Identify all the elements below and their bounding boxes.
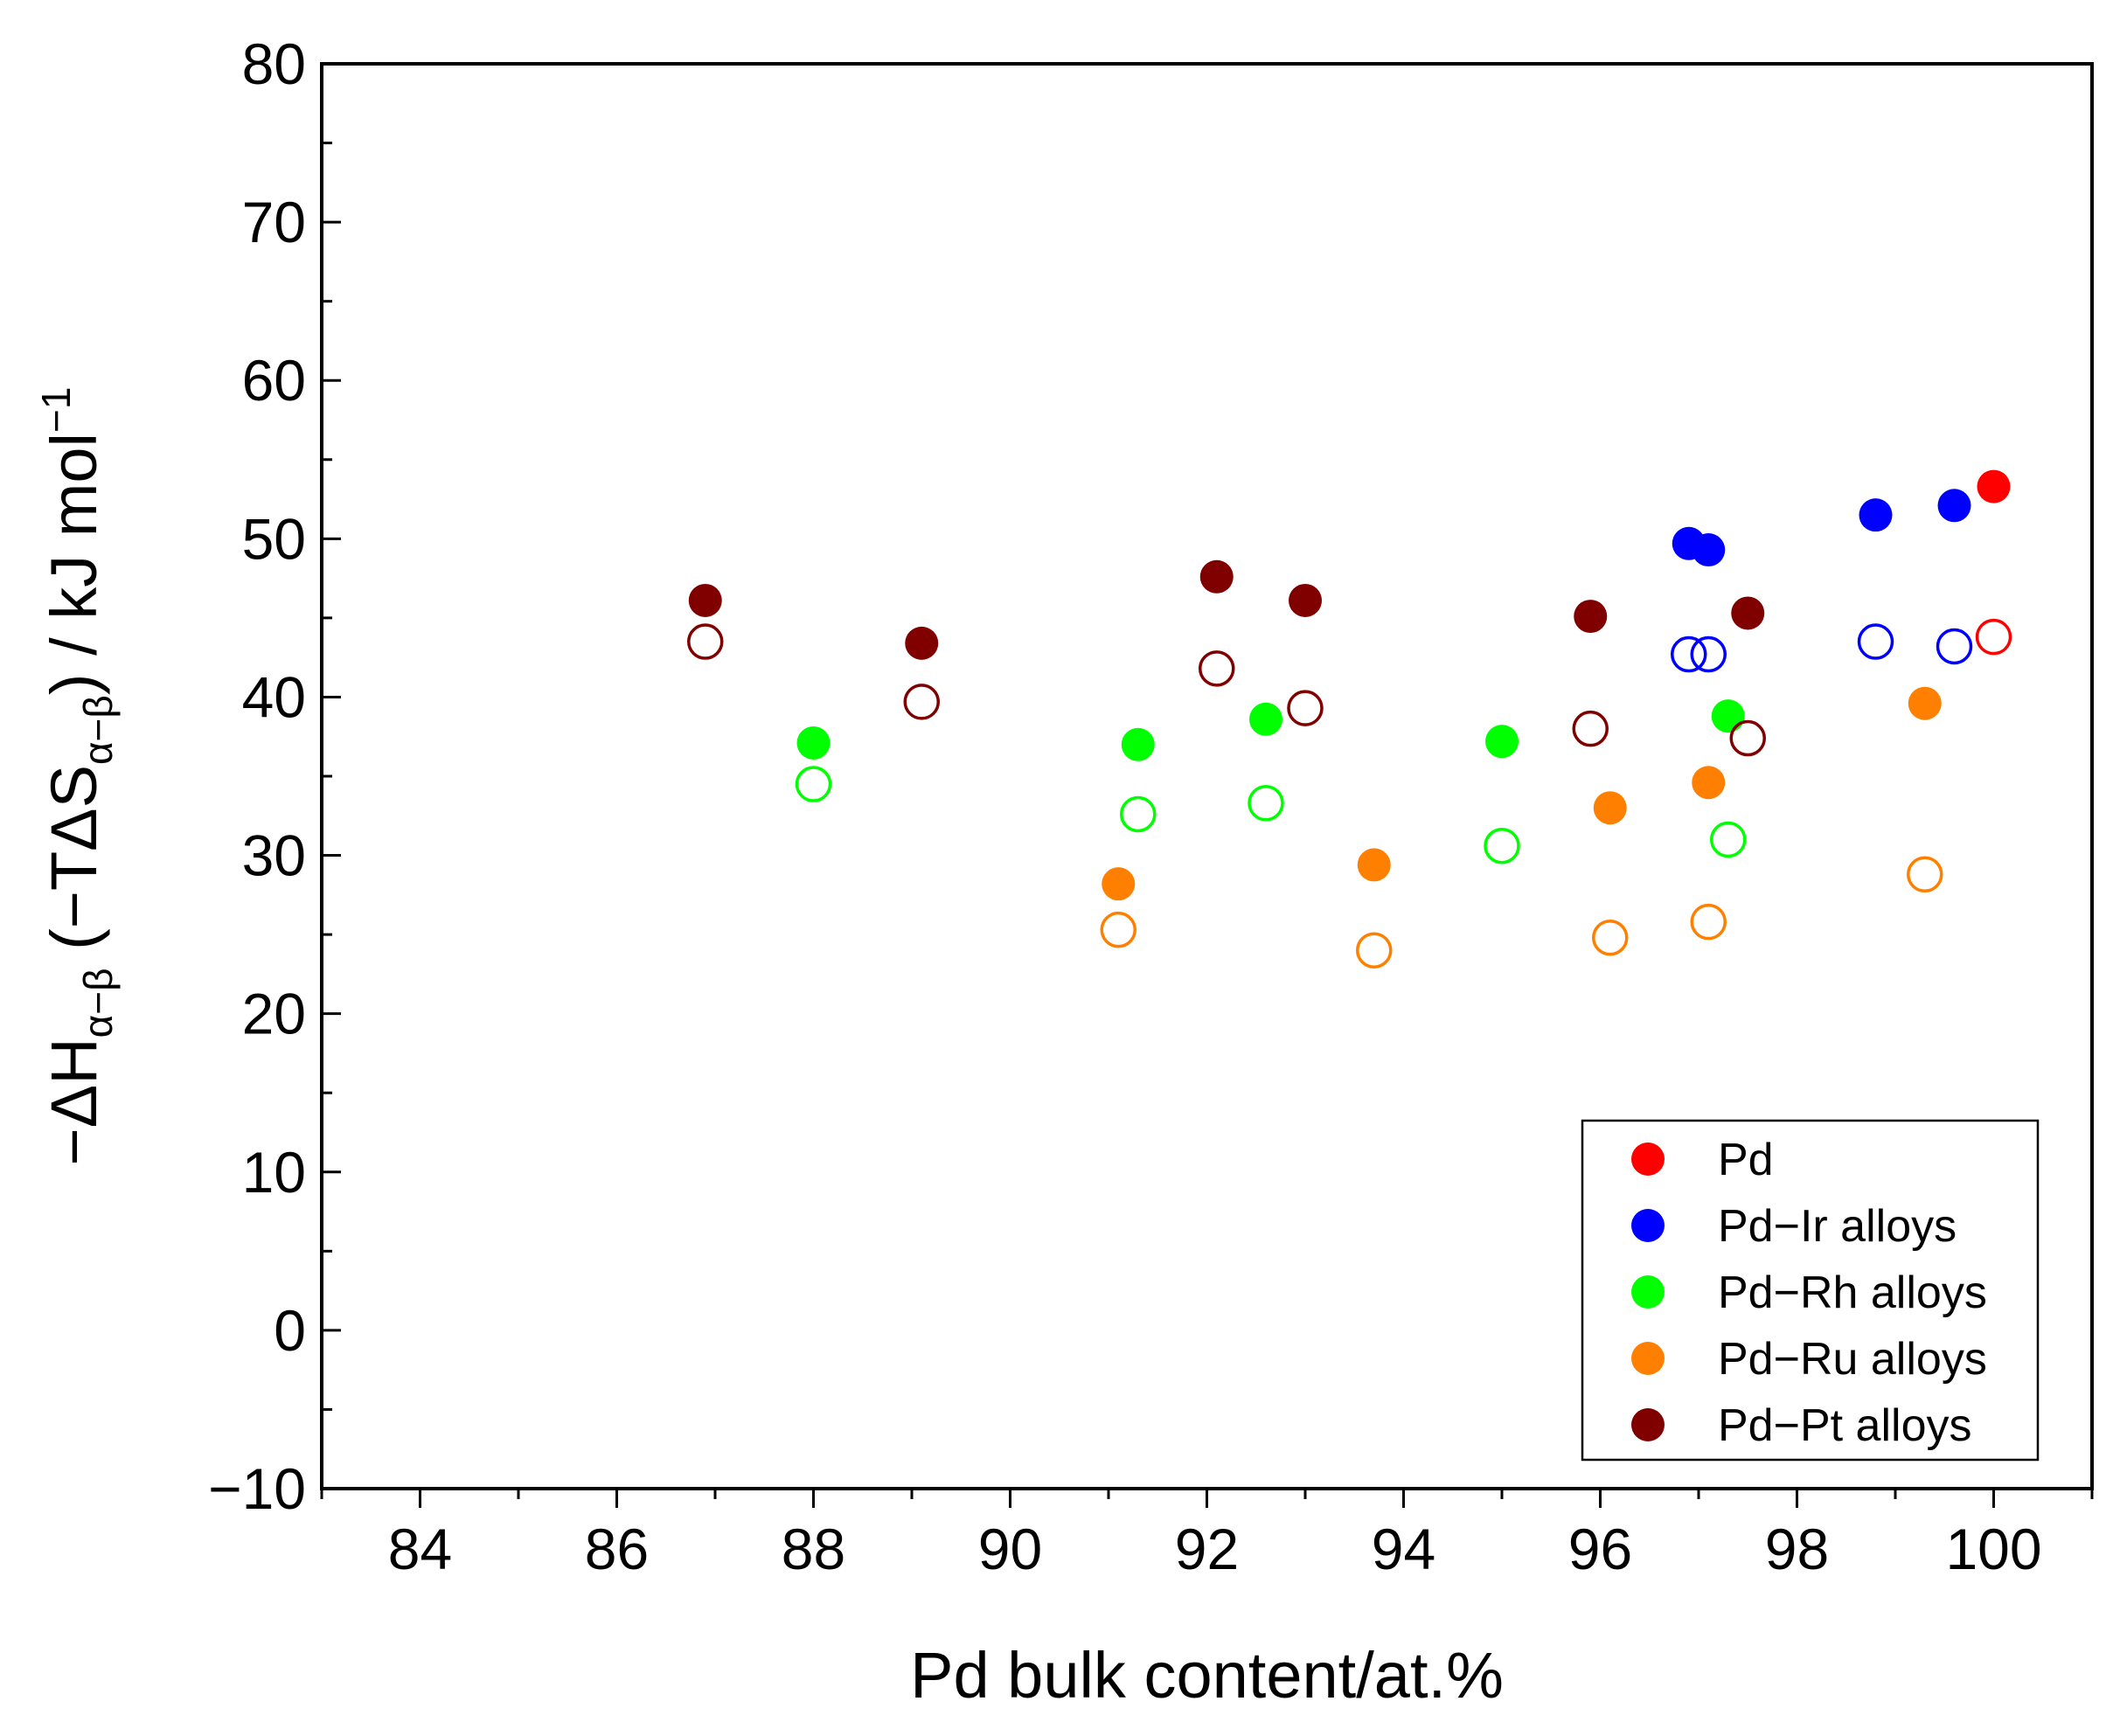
x-tick-label: 90 <box>978 1517 1042 1581</box>
y-label-prefix: −ΔH <box>38 1038 110 1165</box>
legend-marker <box>1631 1408 1665 1441</box>
pd-rh-alloys-filled-point <box>796 726 831 760</box>
pd-ru-alloys-open-point <box>1592 919 1629 956</box>
legend-marker <box>1631 1342 1665 1375</box>
pd-ir-alloys-filled-point <box>1937 489 1971 523</box>
y-label-mid: (−TΔS <box>38 765 110 968</box>
pd-pt-alloys-filled-point <box>1289 583 1322 617</box>
pd-ir-alloys-open-point <box>1671 635 1707 673</box>
legend-marker <box>1631 1275 1665 1309</box>
pd-rh-alloys-open-point <box>795 766 832 802</box>
x-tick-label: 92 <box>1175 1517 1239 1581</box>
legend-items: Pd Pd−Ir alloys Pd−Rh alloys Pd−Ru alloys Pd… <box>1631 1135 1987 1451</box>
y-tick-label: 60 <box>242 348 306 413</box>
y-tick-label: 10 <box>242 1140 306 1205</box>
x-tick-labels: 84 86 88 90 92 94 96 98 100 <box>388 1517 2042 1581</box>
x-tick-label: 84 <box>388 1517 452 1581</box>
y-tick-label: 70 <box>242 190 306 254</box>
pd-pt-alloys-filled-point <box>1574 600 1608 634</box>
pd-ru-alloys-filled-point <box>1692 766 1726 800</box>
y-tick-label: 40 <box>242 664 306 729</box>
legend-label: Pd−Ir alloys <box>1718 1201 1957 1252</box>
pd-pt-alloys-open-point <box>903 684 940 720</box>
data-points <box>687 469 2012 969</box>
legend-marker <box>1631 1142 1665 1176</box>
x-axis-label: Pd bulk content/at.% <box>910 1639 1504 1712</box>
y-label-suffix: ) / kJ mol <box>38 433 110 695</box>
legend-box <box>1581 1119 2040 1462</box>
pd-pt-alloys-filled-point <box>688 583 722 617</box>
pd-rh-alloys-open-point <box>1710 821 1747 858</box>
pd-pt-alloys-filled-point <box>1199 559 1234 594</box>
pd-pt-alloys-open-point <box>1199 650 1235 687</box>
legend-label: Pd−Pt alloys <box>1718 1400 1972 1451</box>
pd-pt-alloys-open-point <box>1729 719 1766 757</box>
pd-ru-alloys-filled-point <box>1102 867 1136 901</box>
pd-ru-alloys-open-point <box>1100 911 1136 948</box>
legend-label: Pd−Rh alloys <box>1718 1267 1987 1318</box>
pd-rh-alloys-filled-point <box>1121 727 1155 761</box>
y-tick-labels: −10 0 10 20 30 40 50 60 70 80 <box>208 31 306 1521</box>
pd-pt-alloys-open-point <box>1287 690 1324 726</box>
y-tick-label: 50 <box>242 506 306 571</box>
pd-pt-alloys-open-point <box>1572 710 1609 747</box>
pd-ru-alloys-filled-point <box>1357 848 1391 882</box>
x-tick-label: 96 <box>1568 1517 1632 1581</box>
y-tick-label: −10 <box>208 1456 306 1521</box>
legend-marker <box>1631 1209 1665 1242</box>
x-tick-label: 86 <box>585 1517 649 1581</box>
legend-label: Pd−Ru alloys <box>1718 1334 1987 1385</box>
pd-ru-alloys-open-point <box>1356 932 1393 969</box>
pd-ir-alloys-filled-point <box>1692 533 1726 567</box>
pd-rh-alloys-filled-point <box>1711 699 1745 733</box>
y-tick-label: 0 <box>274 1298 306 1363</box>
pd-pt-alloys-open-point <box>687 623 724 660</box>
y-axis-label: −ΔHα−β (−TΔSα−β) / kJ mol−1 <box>33 387 121 1166</box>
x-tick-label: 88 <box>782 1517 845 1581</box>
legend-label: Pd <box>1718 1135 1774 1185</box>
pd-ir-alloys-filled-point <box>1859 498 1893 532</box>
pd-rh-alloys-filled-point <box>1485 725 1519 759</box>
x-tick-label: 94 <box>1372 1517 1435 1581</box>
pd-ru-alloys-filled-point <box>1908 686 1942 720</box>
pd-pt-alloys-filled-point <box>1731 596 1765 630</box>
plot-frame <box>320 62 2094 1490</box>
pd-ir-alloys-open-point <box>1857 623 1894 660</box>
pd-ru-alloys-filled-point <box>1593 791 1627 825</box>
y-label-sup: −1 <box>33 387 79 433</box>
legend: Pd Pd−Ir alloys Pd−Rh alloys Pd−Ru alloys Pd… <box>1581 1119 2040 1462</box>
pd-rh-alloys-open-point <box>1248 785 1284 822</box>
pd-ir-alloys-open-point <box>1690 635 1727 673</box>
y-tick-label: 30 <box>242 823 306 888</box>
y-tick-label: 80 <box>242 31 306 96</box>
pd-ru-alloys-open-point <box>1907 856 1943 893</box>
y-label-sub1: α−β <box>75 968 121 1038</box>
y-tick-label: 20 <box>242 982 306 1046</box>
x-tick-label: 98 <box>1765 1517 1829 1581</box>
pd-filled-point <box>1977 469 2011 503</box>
pd-ru-alloys-open-point <box>1690 903 1727 941</box>
pd-pt-alloys-filled-point <box>905 626 939 660</box>
pd-rh-alloys-open-point <box>1120 795 1157 833</box>
pd-open-point <box>1975 618 2012 656</box>
y-label-sub2: α−β <box>75 695 121 765</box>
x-tick-label: 100 <box>1945 1517 2041 1581</box>
pd-rh-alloys-open-point <box>1484 827 1520 865</box>
pd-ir-alloys-open-point <box>1936 628 1973 665</box>
pd-rh-alloys-filled-point <box>1249 702 1282 736</box>
